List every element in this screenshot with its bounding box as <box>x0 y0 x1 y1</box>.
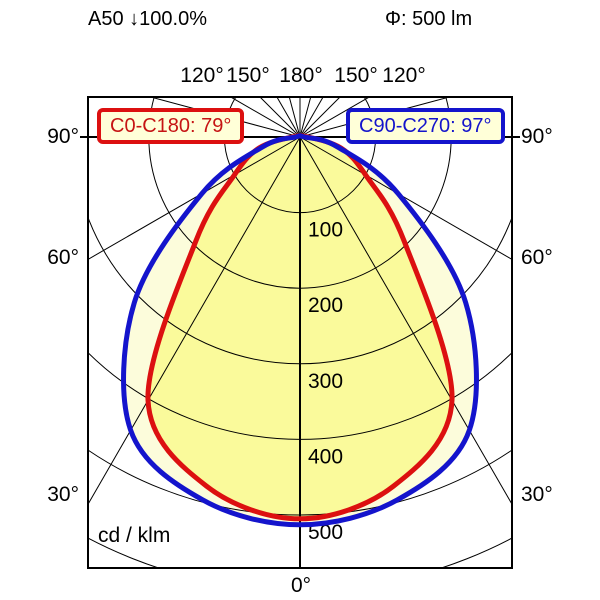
c90-c270-curve <box>121 133 479 528</box>
legend-c90-c270: C90-C270: 97° <box>346 108 505 144</box>
plot-border <box>87 96 513 569</box>
header-luminous-flux: Φ: 500 lm <box>385 8 473 30</box>
side-angle-label-right: 60° <box>521 246 553 269</box>
legend-c0-c180: C0-C180: 79° <box>97 108 245 144</box>
grid-spoke-down <box>88 136 301 260</box>
unit-label: cd / klm <box>98 524 171 547</box>
top-angle-label: 120° <box>382 64 426 87</box>
side-angle-label-right: 90° <box>521 125 553 148</box>
ring-label: 100 <box>308 219 343 242</box>
grid-spoke-down <box>299 136 512 260</box>
side-angle-label-left: 60° <box>47 246 79 269</box>
top-angle-label: 150° <box>226 64 270 87</box>
ring-label: 300 <box>308 370 343 393</box>
top-angle-label: 180° <box>279 64 323 87</box>
top-angle-label: 150° <box>334 64 378 87</box>
ring-label: 500 <box>308 521 343 544</box>
ring-label: 400 <box>308 445 343 468</box>
side-angle-label-left: 30° <box>47 483 79 506</box>
polar-photometric-plot: 100 200 300 400 500 <box>80 96 520 569</box>
ring-label: 200 <box>308 294 343 317</box>
bottom-zero-label: 0° <box>290 574 312 597</box>
c0-c180-curve <box>145 133 455 522</box>
side-angle-label-right: 30° <box>521 483 553 506</box>
side-angle-label-left: 90° <box>47 125 79 148</box>
header-utilization: A50 ↓100.0% <box>88 8 207 30</box>
top-angle-label: 120° <box>180 64 224 87</box>
